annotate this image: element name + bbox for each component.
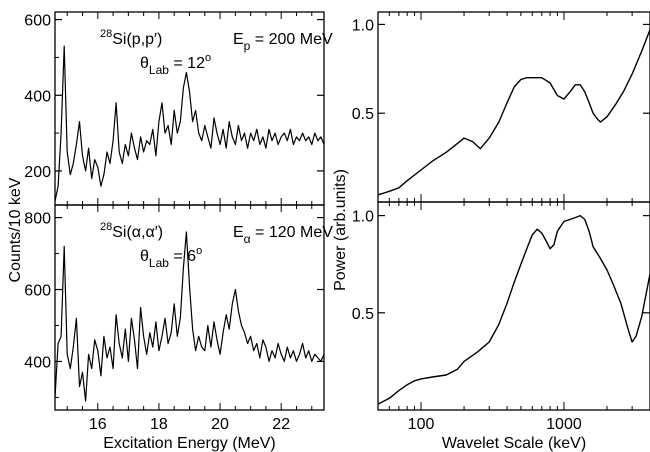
angle-symbol: θ bbox=[140, 248, 149, 265]
x-tick-label: 1000 bbox=[546, 416, 582, 433]
beam-energy-label: Ep = 200 MeV bbox=[233, 31, 333, 53]
series-line bbox=[55, 231, 324, 402]
beam-energy-label: Eα = 120 MeV bbox=[233, 224, 333, 246]
angle-subscript: Lab bbox=[149, 63, 169, 77]
reaction-label: 28Si(α,α′) bbox=[100, 221, 163, 241]
panel-right-top: 0.5 1.0 bbox=[352, 11, 650, 203]
plot-frame bbox=[377, 201, 650, 411]
reaction-label: 28Si(p,p′) bbox=[100, 28, 162, 48]
angle-unit: o bbox=[196, 245, 202, 257]
y-tick-label: 200 bbox=[24, 164, 51, 181]
plot-frame bbox=[377, 11, 650, 203]
energy-value: = 120 MeV bbox=[251, 224, 334, 241]
series-line bbox=[378, 214, 650, 405]
energy-value: = 200 MeV bbox=[250, 31, 333, 48]
x-tick-label: 20 bbox=[211, 416, 229, 433]
panel-left-top: 200 400 600 28Si(p,p′) Ep = 200 MeV θLab = 12… bbox=[24, 11, 333, 206]
angle-unit: o bbox=[205, 52, 211, 64]
y-tick-label: 400 bbox=[24, 88, 51, 105]
y-tick-label: 600 bbox=[24, 13, 51, 30]
panel-left-bottom: 400 600 800 16 18 20 22 Excitation Energy (MeV)… bbox=[24, 204, 333, 452]
panel-right-bottom: 0.5 1.0 100 1000 Wavelet Scale (keV) bbox=[352, 201, 650, 452]
mass-number: 28 bbox=[100, 221, 112, 233]
y-tick-label: 400 bbox=[24, 354, 51, 371]
x-tick-label: 16 bbox=[89, 416, 107, 433]
mass-number: 28 bbox=[100, 28, 112, 40]
energy-symbol: E bbox=[233, 224, 244, 241]
series-line bbox=[55, 45, 324, 202]
y-axis-label-right: Power (arb.units) bbox=[332, 169, 349, 291]
energy-symbol: E bbox=[233, 31, 244, 48]
series-line bbox=[378, 29, 650, 196]
y-tick-label: 600 bbox=[24, 283, 51, 300]
angle-value: = 12 bbox=[169, 55, 205, 72]
x-axis-label: Excitation Energy (MeV) bbox=[103, 435, 276, 452]
y-axis-label-left: Counts/10 keV bbox=[7, 177, 24, 282]
y-tick-label: 1.0 bbox=[352, 17, 374, 34]
angle-label: θLab = 12o bbox=[140, 52, 211, 77]
energy-subscript: p bbox=[244, 39, 251, 53]
energy-subscript: α bbox=[244, 232, 251, 246]
angle-subscript: Lab bbox=[149, 256, 169, 270]
y-tick-label: 0.5 bbox=[352, 306, 374, 323]
y-tick-label: 1.0 bbox=[352, 209, 374, 226]
y-tick-label: 800 bbox=[24, 211, 51, 228]
reaction-text: Si(p,p′) bbox=[112, 31, 162, 48]
x-tick-label: 18 bbox=[150, 416, 168, 433]
angle-value: = 6 bbox=[169, 248, 196, 265]
x-tick-label: 22 bbox=[272, 416, 290, 433]
reaction-text: Si(α,α′) bbox=[112, 224, 163, 241]
angle-symbol: θ bbox=[140, 55, 149, 72]
x-tick-label: 100 bbox=[408, 416, 435, 433]
y-tick-label: 0.5 bbox=[352, 106, 374, 123]
angle-label: θLab = 6o bbox=[140, 245, 202, 270]
x-axis-label: Wavelet Scale (keV) bbox=[442, 435, 586, 452]
